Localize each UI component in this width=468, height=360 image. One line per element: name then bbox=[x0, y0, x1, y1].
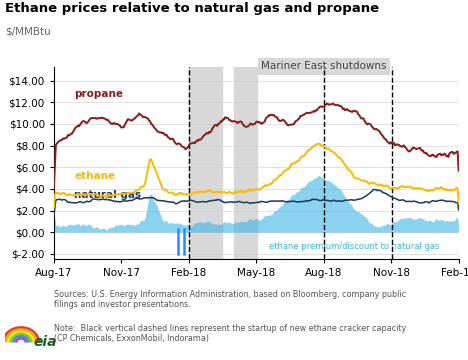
Text: ethane premium/discount to natural gas: ethane premium/discount to natural gas bbox=[269, 242, 439, 251]
Text: eia: eia bbox=[34, 335, 57, 349]
Text: Mariner East shutdowns: Mariner East shutdowns bbox=[261, 62, 387, 72]
Bar bbox=[234, 67, 257, 259]
Text: Sources: U.S. Energy Information Administration, based on Bloomberg, company pub: Sources: U.S. Energy Information Adminis… bbox=[54, 290, 406, 309]
Text: $/MMBtu: $/MMBtu bbox=[5, 27, 51, 37]
Text: Ethane prices relative to natural gas and propane: Ethane prices relative to natural gas an… bbox=[5, 2, 379, 15]
Text: natural gas: natural gas bbox=[74, 190, 141, 200]
Text: ethane: ethane bbox=[74, 171, 115, 181]
Bar bbox=[189, 67, 222, 259]
Text: propane: propane bbox=[74, 89, 123, 99]
Text: Note:  Black vertical dashed lines represent the startup of new ethane cracker c: Note: Black vertical dashed lines repres… bbox=[54, 324, 406, 343]
